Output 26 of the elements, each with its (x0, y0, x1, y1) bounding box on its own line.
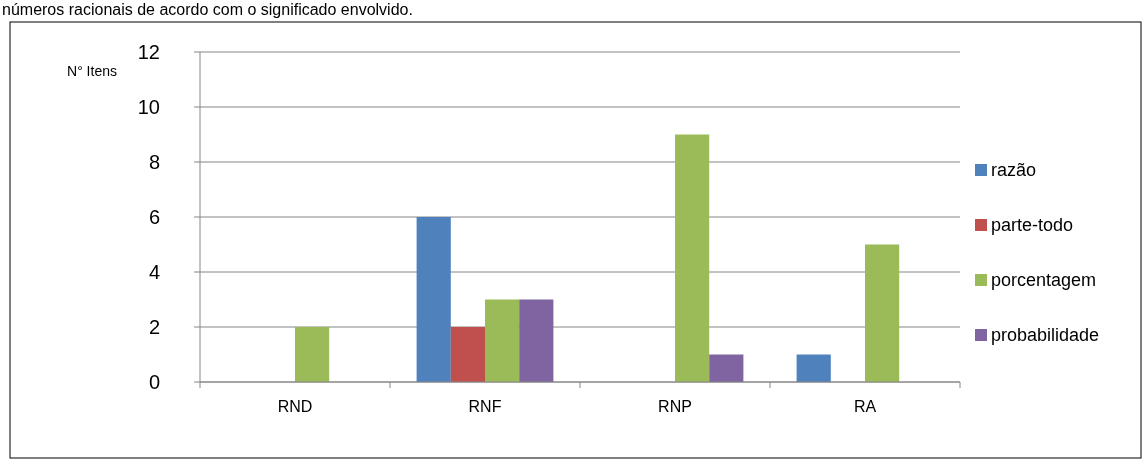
text: números racionais de acordo com o significado envolvido. (2, 1, 413, 18)
legend-label: porcentagem (991, 270, 1097, 291)
legend-label: probabilidade (991, 325, 1100, 346)
bar (519, 299, 554, 382)
bar (450, 327, 485, 382)
x-tick-label: RA (853, 398, 877, 415)
y-tick-label: 10 (137, 96, 160, 118)
y-tick-label: 12 (137, 41, 160, 63)
x-tick-label: RNP (658, 398, 692, 415)
y-tick-label: 4 (148, 261, 160, 283)
bar (485, 299, 520, 382)
x-tick-label: RNF (468, 398, 502, 415)
bar (865, 244, 900, 382)
y-tick-label: 6 (148, 206, 160, 228)
legend-label: razão (991, 160, 1037, 181)
legend-label: parte-todo (991, 215, 1074, 236)
bar (709, 354, 744, 382)
x-tick-label: RND (277, 398, 313, 415)
bar (675, 134, 710, 382)
y-axis-title: N° Itens (67, 63, 117, 79)
bar (416, 217, 451, 382)
bar (295, 327, 330, 382)
y-tick-label: 8 (148, 151, 160, 173)
bar (796, 354, 831, 382)
y-tick-label: 0 (148, 371, 160, 393)
y-tick-label: 2 (148, 316, 160, 338)
